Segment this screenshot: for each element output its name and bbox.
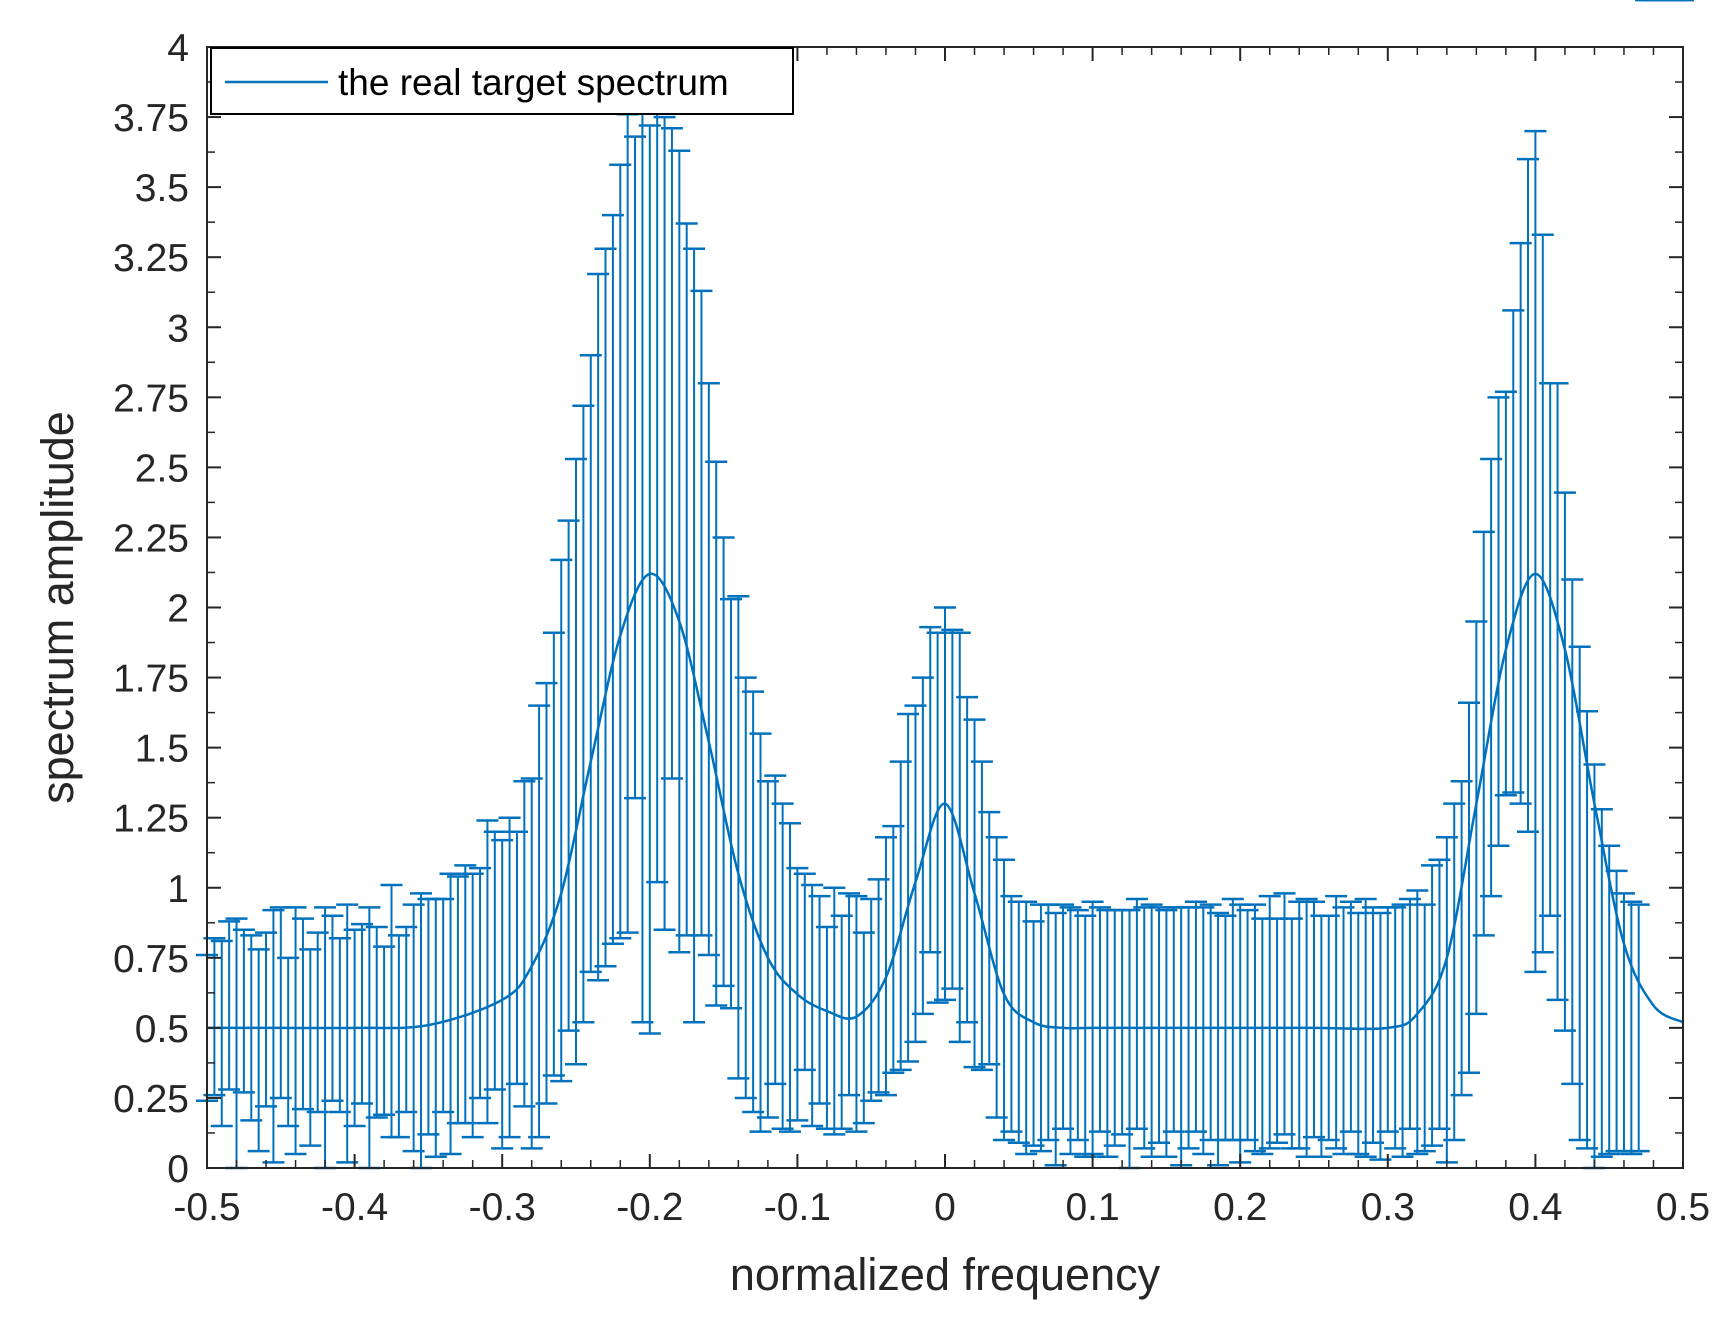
x-tick-label: -0.2 [616, 1186, 683, 1229]
errorbar [683, 247, 706, 1024]
y-tick-label: 2.75 [113, 377, 189, 420]
errorbar [653, 115, 676, 932]
errorbar [1627, 903, 1650, 1153]
x-tick-label: -0.4 [321, 1186, 388, 1229]
y-tick-label: 1.75 [113, 658, 189, 701]
y-tick-label: 2 [167, 588, 189, 631]
errorbar [705, 460, 728, 1007]
spectrum-line [207, 572, 1684, 1031]
y-tick-label: 3.25 [113, 237, 189, 280]
errorbar [476, 819, 499, 1125]
errorbar [1531, 233, 1554, 954]
x-tick-label: 0.1 [1065, 1186, 1119, 1229]
x-tick-label: -0.1 [764, 1186, 831, 1229]
errorbar [1524, 129, 1547, 974]
errorbar [823, 886, 846, 1136]
x-tick-label: 0.5 [1656, 1186, 1710, 1229]
y-tick-label: 0.75 [113, 938, 189, 981]
errorbar [284, 906, 307, 1156]
y-axis-title: spectrum amplitude [32, 411, 83, 804]
x-tick-label: 0.4 [1508, 1186, 1562, 1229]
x-tick-label: 0.3 [1361, 1186, 1415, 1229]
axes-layer [206, 46, 1684, 1169]
y-tick-label: 1.25 [113, 798, 189, 841]
y-tick-label: 3.75 [113, 97, 189, 140]
errorbar [1406, 889, 1429, 1156]
errorbar [365, 925, 388, 1119]
errorbar [779, 822, 802, 1133]
errorbar [993, 858, 1016, 1142]
y-tick-label: 1 [167, 868, 189, 911]
x-tick-label: -0.3 [469, 1186, 536, 1229]
y-tick-label: 3 [167, 307, 189, 350]
spectrum-line-layer [207, 572, 1684, 1031]
y-tick-label: 1.5 [135, 728, 189, 771]
errorbar [749, 732, 772, 1133]
x-tick-label: -0.5 [173, 1186, 240, 1229]
legend-entry-label: the real target spectrum [338, 62, 729, 103]
tick-label-layer: -0.5 -0.4 -0.3 -0.2 -0.1 0 0.1 0.2 0.3 0.4 0.5 0 0.2… [113, 27, 1710, 1229]
errorbar [1620, 900, 1643, 1156]
errorbar [668, 149, 691, 954]
x-tick-label: 0.2 [1213, 1186, 1267, 1229]
y-tick-label: 0.25 [113, 1078, 189, 1121]
errorbar [1059, 906, 1082, 1156]
x-tick-label: 0 [934, 1186, 956, 1229]
y-tick-label: 2.25 [113, 517, 189, 560]
x-axis-title: normalized frequency [730, 1249, 1161, 1300]
errorbar [439, 872, 462, 1156]
y-tick-label: 3.5 [135, 167, 189, 210]
y-tick-label: 0.5 [135, 1008, 189, 1051]
errorbar-layer [196, 0, 1694, 1170]
y-tick-label: 4 [167, 27, 189, 70]
errorbar [1015, 900, 1038, 1156]
y-tick-label: 2.5 [135, 447, 189, 490]
errorbar [845, 894, 868, 1133]
y-tick-label: 0 [167, 1148, 189, 1191]
legend: the real target spectrum [210, 47, 794, 115]
errorbar [1258, 894, 1281, 1150]
